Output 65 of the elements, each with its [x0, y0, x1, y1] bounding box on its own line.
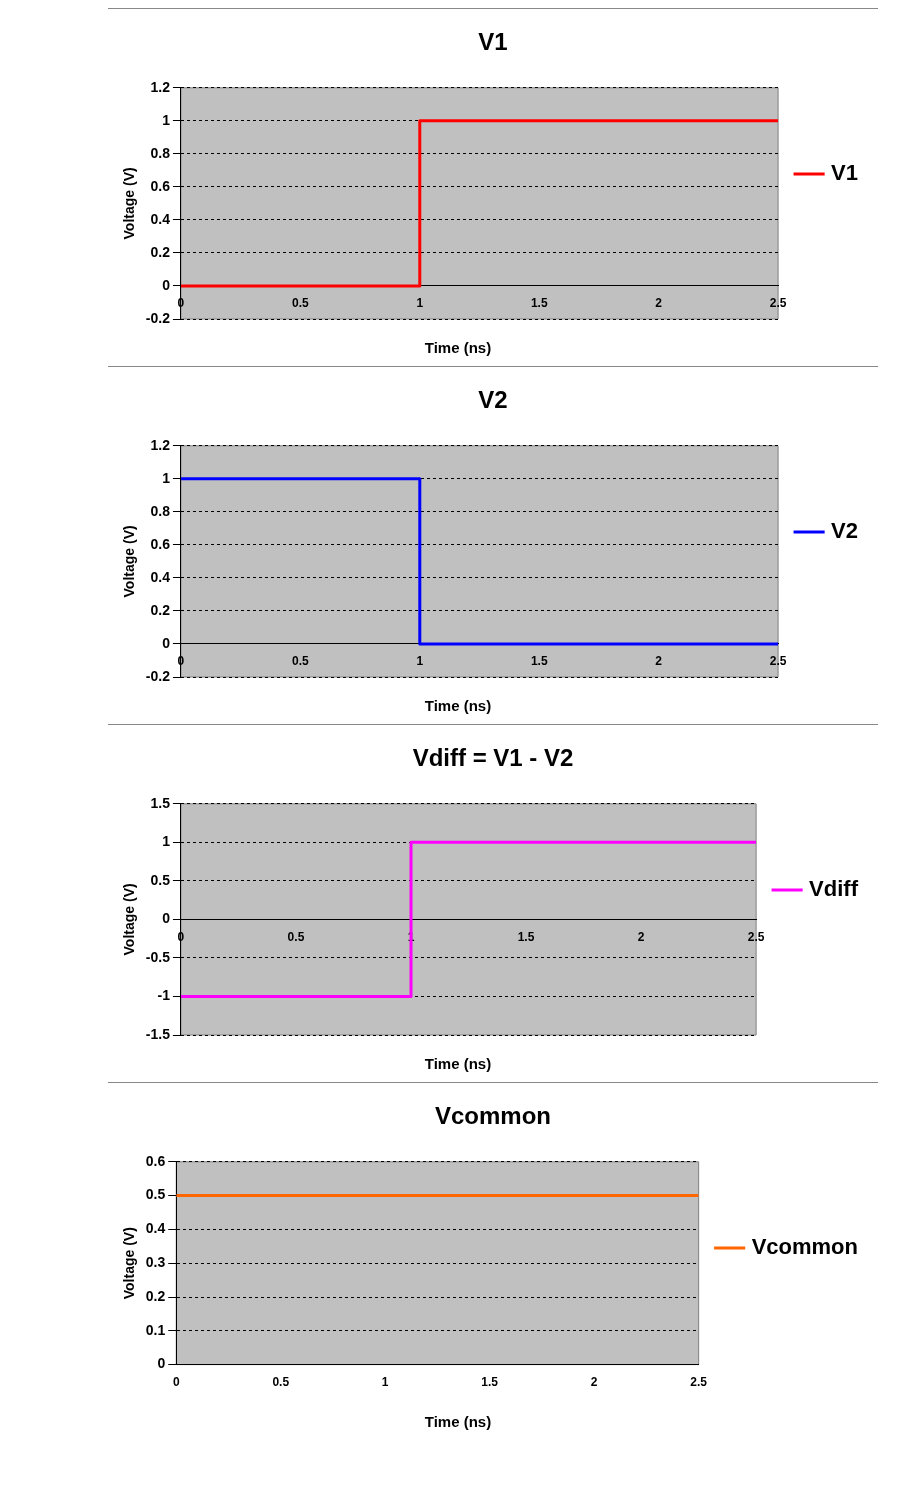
y-tick-label: 1: [162, 111, 171, 128]
x-tick-label: 0.5: [292, 654, 310, 669]
y-tick-label: 0.2: [145, 1287, 166, 1304]
y-tick-label: 0: [162, 276, 171, 293]
chart-title: Vdiff = V1 - V2: [412, 744, 574, 772]
y-axis-title: Voltage (V): [121, 883, 138, 956]
y-tick-label: 1: [162, 833, 171, 850]
x-axis-title: Time (ns): [423, 1055, 493, 1072]
x-tick-label: 2.5: [769, 654, 787, 669]
x-tick-label: 1: [416, 296, 424, 311]
y-tick-label: -0.5: [145, 948, 171, 965]
y-tick-label: 0.4: [150, 210, 171, 227]
x-tick-label: 2.5: [747, 929, 765, 944]
chart-title: V2: [478, 386, 508, 414]
y-tick-label: 1.5: [150, 794, 171, 811]
y-tick-label: 1: [162, 469, 171, 486]
y-tick-label: 0.8: [150, 144, 171, 161]
y-axis-title: Voltage (V): [121, 525, 138, 598]
x-tick-label: 1: [416, 654, 424, 669]
y-tick-label: 0.5: [145, 1186, 166, 1203]
y-tick-label: 0.5: [150, 871, 171, 888]
y-tick-label: 0.4: [150, 568, 171, 585]
x-tick-label: 2: [655, 654, 663, 669]
x-axis-title: Time (ns): [423, 1413, 493, 1430]
x-tick-label: 2: [590, 1375, 598, 1390]
y-tick-label: 1.2: [150, 436, 171, 453]
y-tick-label: 0.6: [145, 1152, 166, 1169]
x-tick-label: 1.5: [530, 654, 548, 669]
y-tick-label: 0.1: [145, 1321, 166, 1338]
chart-title: Vcommon: [434, 1102, 552, 1130]
y-tick-label: 0: [157, 1355, 166, 1372]
legend-label: V2: [831, 518, 859, 544]
legend-label: Vcommon: [751, 1234, 859, 1260]
x-tick-label: 0.5: [292, 296, 310, 311]
y-tick-label: 0: [162, 634, 171, 651]
x-tick-label: 1.5: [517, 929, 535, 944]
x-axis-title: Time (ns): [423, 697, 493, 714]
y-tick-label: 0.8: [150, 502, 171, 519]
y-tick-label: 0.3: [145, 1254, 166, 1271]
x-tick-label: 2.5: [690, 1375, 708, 1390]
chart-title: V1: [478, 28, 508, 56]
x-tick-label: 2.5: [769, 296, 787, 311]
y-tick-label: -1: [157, 987, 171, 1004]
x-tick-label: 2: [637, 929, 645, 944]
y-tick-label: 0.6: [150, 535, 171, 552]
y-tick-label: -0.2: [145, 667, 171, 684]
y-tick-label: -0.2: [145, 309, 171, 326]
x-tick-label: 1: [381, 1375, 389, 1390]
y-tick-label: 0.2: [150, 601, 171, 618]
x-tick-label: 0.5: [272, 1375, 290, 1390]
legend-label: Vdiff: [809, 876, 859, 902]
y-axis-title: Voltage (V): [121, 167, 138, 240]
x-tick-label: 2: [655, 296, 663, 311]
x-tick-label: 0.5: [287, 929, 305, 944]
y-tick-label: 0.6: [150, 177, 171, 194]
y-axis-title: Voltage (V): [121, 1227, 138, 1300]
y-tick-label: 0: [162, 910, 171, 927]
x-tick-label: 1.5: [530, 296, 548, 311]
y-tick-label: -1.5: [145, 1025, 171, 1042]
y-tick-label: 0.4: [145, 1220, 166, 1237]
legend-label: V1: [831, 160, 859, 186]
x-axis-title: Time (ns): [423, 339, 493, 356]
y-tick-label: 1.2: [150, 78, 171, 95]
x-tick-label: 1.5: [481, 1375, 499, 1390]
y-tick-label: 0.2: [150, 243, 171, 260]
